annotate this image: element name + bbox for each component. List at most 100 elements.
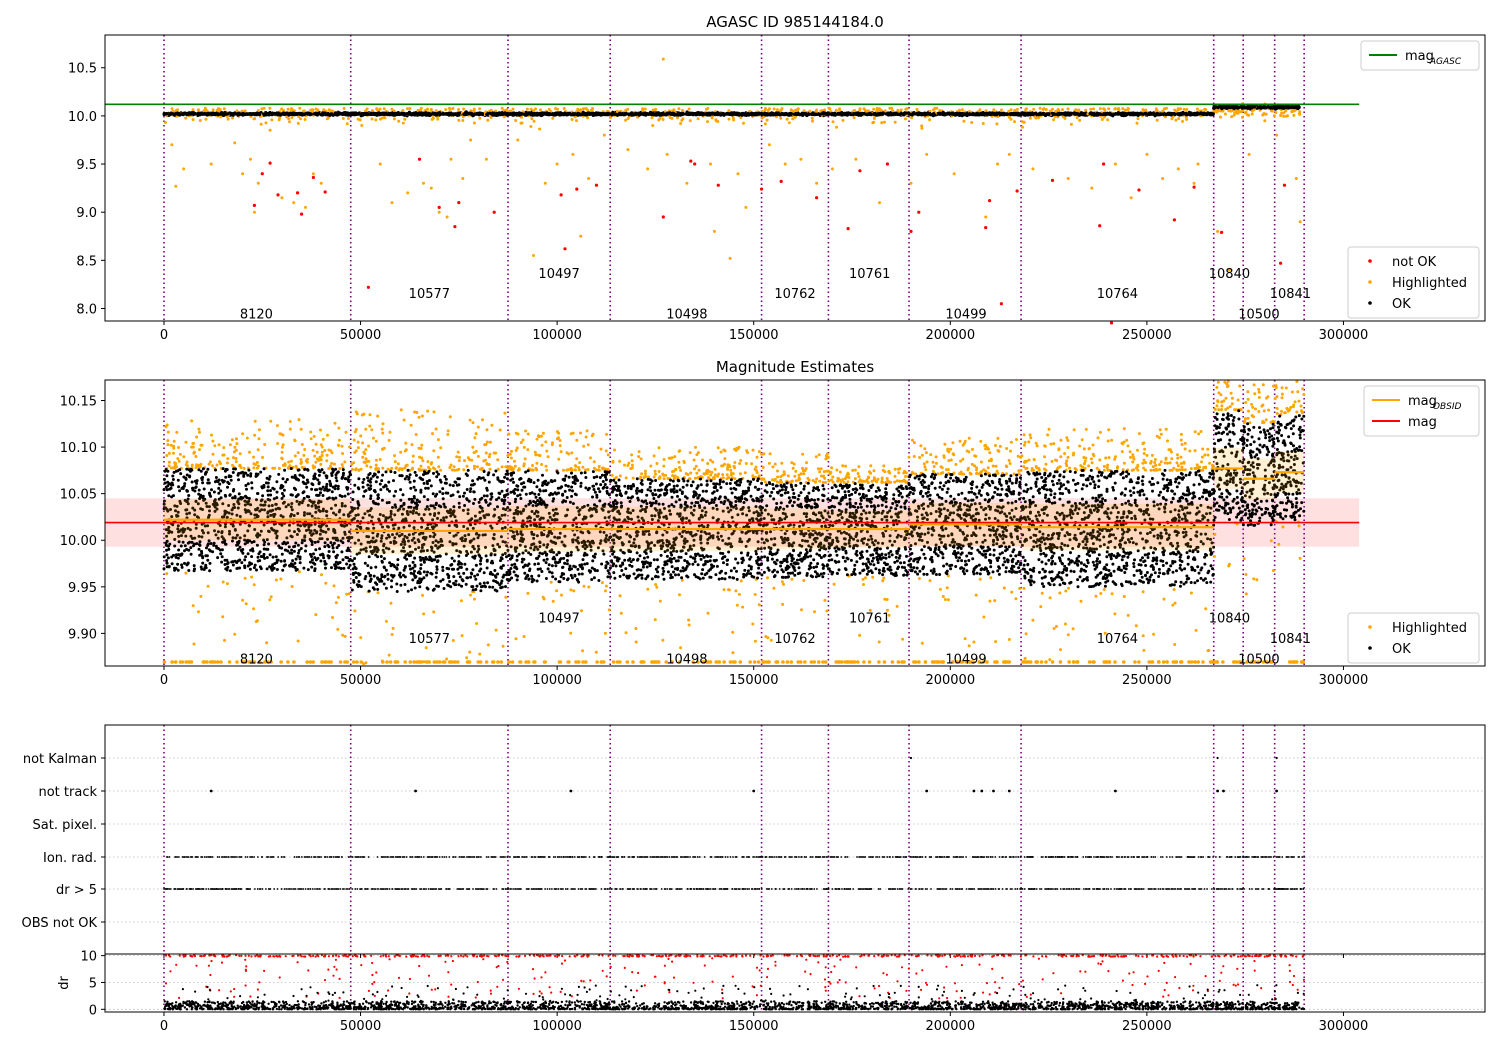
x-tick-label: 200000 bbox=[925, 673, 975, 688]
x-tick-label: 100000 bbox=[532, 1019, 582, 1034]
highlighted-points bbox=[1022, 586, 1211, 662]
y-tick-label: 10.5 bbox=[68, 62, 97, 77]
highlighted-clipped-points bbox=[1245, 660, 1274, 664]
highlighted-clipped-points bbox=[912, 660, 1012, 664]
y-tick-label: 10.15 bbox=[60, 394, 97, 409]
highlighted-points bbox=[827, 464, 910, 485]
x-tick-label: 300000 bbox=[1319, 328, 1369, 343]
y-tick-label: 9.95 bbox=[68, 581, 97, 596]
legend-label: Highlighted bbox=[1392, 621, 1467, 636]
highlighted-points bbox=[1242, 539, 1275, 596]
obsid-label: 10764 bbox=[1097, 632, 1138, 647]
x-tick-label: 100000 bbox=[532, 328, 582, 343]
obsid-label: 10840 bbox=[1209, 267, 1250, 282]
ok-points bbox=[162, 467, 353, 573]
highlighted-points bbox=[1273, 380, 1306, 416]
obsid-label: 10577 bbox=[409, 632, 450, 647]
highlighted-points bbox=[760, 452, 830, 485]
highlighted-clipped-points bbox=[611, 660, 761, 664]
ok-points bbox=[760, 481, 830, 579]
highlighted-points bbox=[1213, 380, 1243, 412]
dr-gt-5-points bbox=[163, 888, 1305, 890]
ok-points bbox=[827, 482, 911, 578]
x-tick-label: 250000 bbox=[1122, 328, 1172, 343]
x-tick-label: 100000 bbox=[532, 673, 582, 688]
legend-box bbox=[1347, 246, 1480, 319]
legend-box bbox=[1360, 40, 1480, 71]
y-tick-label: 10 bbox=[80, 950, 97, 965]
category-label: not track bbox=[38, 785, 97, 800]
highlighted-points bbox=[163, 57, 1302, 272]
chart-title: AGASC ID 985144184.0 bbox=[706, 13, 884, 31]
y-tick-label: 9.90 bbox=[68, 627, 97, 642]
legend-label: mag bbox=[1408, 394, 1437, 409]
legend-label: Highlighted bbox=[1392, 276, 1467, 291]
legend-point-marker bbox=[1368, 280, 1372, 284]
highlighted-points bbox=[350, 408, 510, 472]
x-tick-label: 0 bbox=[160, 673, 168, 688]
y-tick-label: 5 bbox=[89, 976, 97, 991]
highlighted-clipped-points bbox=[507, 660, 606, 664]
x-tick-label: 200000 bbox=[925, 328, 975, 343]
legend-label: mag bbox=[1405, 49, 1434, 64]
ok-points bbox=[1241, 422, 1276, 527]
obsid-label: 10762 bbox=[774, 287, 815, 302]
panel-magnitude-estimates: Magnitude Estimates 8120 10577 10497 10498 10… bbox=[60, 358, 1486, 688]
ok-points-core bbox=[162, 103, 1300, 117]
ok-points bbox=[163, 1000, 1306, 1011]
obsid-label: 10764 bbox=[1097, 287, 1138, 302]
obsid-label: 10762 bbox=[774, 632, 815, 647]
y-tick-label: 10.05 bbox=[60, 488, 97, 503]
legend-label: OK bbox=[1392, 297, 1411, 312]
y-tick-label: 10.0 bbox=[68, 110, 97, 125]
y-tick-label: 10.10 bbox=[60, 441, 97, 456]
obsid-label: 10841 bbox=[1270, 632, 1311, 647]
y-tick-label: 10.00 bbox=[60, 534, 97, 549]
obsid-label: 8120 bbox=[240, 307, 273, 322]
obsid-label: 10497 bbox=[538, 612, 579, 627]
legend-point-marker bbox=[1368, 646, 1372, 650]
legend-point-marker bbox=[1368, 259, 1372, 263]
obsid-label: 10500 bbox=[1238, 307, 1279, 322]
obsid-label: 10840 bbox=[1209, 612, 1250, 627]
x-tick-label: 50000 bbox=[340, 673, 381, 688]
x-tick-label: 300000 bbox=[1319, 673, 1369, 688]
highlighted-points bbox=[164, 418, 352, 470]
legend-label: not OK bbox=[1392, 255, 1437, 270]
ok-points bbox=[1020, 468, 1216, 589]
legend-label: OK bbox=[1392, 642, 1411, 657]
highlighted-clipped-points bbox=[162, 660, 349, 664]
highlighted-points bbox=[165, 570, 351, 646]
x-tick-label: 250000 bbox=[1122, 673, 1172, 688]
y-tick-label: 8.5 bbox=[76, 254, 97, 269]
obsid-label: 8120 bbox=[240, 653, 273, 668]
x-tick-label: 50000 bbox=[340, 1019, 381, 1034]
legend-point-marker bbox=[1368, 625, 1372, 629]
x-tick-label: 150000 bbox=[729, 1019, 779, 1034]
highlighted-points bbox=[610, 445, 764, 481]
x-tick-label: 250000 bbox=[1122, 1019, 1172, 1034]
highlighted-clipped-points bbox=[834, 660, 906, 664]
y-tick-label: 9.5 bbox=[76, 158, 97, 173]
obsid-label: 10499 bbox=[945, 307, 986, 322]
obsid-label: 10498 bbox=[666, 307, 707, 322]
panel-dr: 0 50000 100000 150000 200000 250000 300000 0 5 10… bbox=[57, 950, 1486, 1034]
highlighted-points bbox=[514, 580, 611, 654]
x-tick-label: 200000 bbox=[925, 1019, 975, 1034]
x-tick-label: 150000 bbox=[729, 673, 779, 688]
x-tick-label: 150000 bbox=[729, 328, 779, 343]
axes-frame bbox=[104, 953, 1486, 1013]
obsid-label: 10497 bbox=[538, 267, 579, 282]
chart-title: Magnitude Estimates bbox=[716, 358, 874, 376]
legend-sub-label: AGASC bbox=[1429, 57, 1462, 67]
ok-points bbox=[1273, 414, 1306, 522]
ok-points bbox=[1212, 409, 1245, 522]
x-tick-label: 0 bbox=[160, 328, 168, 343]
obsid-label: 10761 bbox=[849, 612, 890, 627]
ok-points bbox=[507, 469, 612, 584]
highlighted-points bbox=[907, 436, 1023, 476]
highlighted-points bbox=[917, 574, 1022, 648]
highlighted-clipped-points bbox=[1213, 660, 1245, 664]
category-label: dr > 5 bbox=[56, 883, 97, 898]
